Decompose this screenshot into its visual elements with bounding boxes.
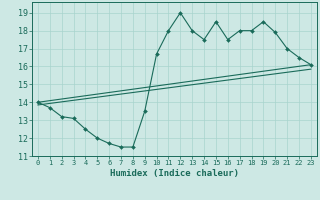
X-axis label: Humidex (Indice chaleur): Humidex (Indice chaleur)	[110, 169, 239, 178]
